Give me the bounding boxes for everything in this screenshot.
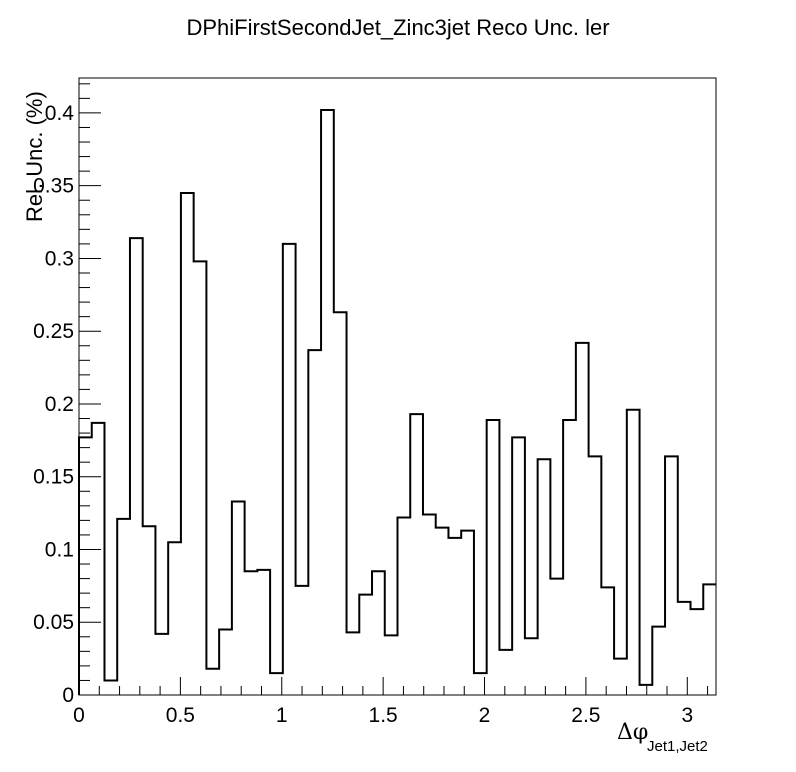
x-axis: 0 0.5 1 1.5 2 2.5 3	[73, 677, 709, 727]
y-tick-label: 0.25	[33, 320, 74, 343]
histogram-step-line	[78, 109, 716, 695]
y-axis: 0 0.05 0.1 0.15 0.2 0.25 0.3 0.35 0.4	[33, 83, 101, 707]
x-tick-label: 2.5	[571, 704, 600, 727]
x-axis-label-subscript: Jet1,Jet2	[647, 738, 708, 755]
y-tick-label: 0.15	[33, 466, 74, 489]
x-tick-label: 2	[479, 704, 491, 727]
x-tick-label: 0.5	[166, 704, 195, 727]
x-tick-label: 1.5	[369, 704, 398, 727]
x-tick-label: 3	[681, 704, 693, 727]
x-axis-label: Δφ	[617, 720, 648, 745]
x-tick-label: 1	[276, 704, 288, 727]
y-tick-label: 0.3	[45, 247, 74, 270]
y-tick-label: 0.2	[45, 393, 74, 416]
y-tick-label: 0.4	[45, 102, 75, 125]
plot-frame	[78, 77, 717, 696]
y-axis-label: Rel. Unc. (%)	[22, 91, 47, 222]
y-tick-label: 0.05	[33, 611, 74, 634]
y-tick-label: 0.1	[45, 538, 74, 561]
y-tick-label: 0	[62, 684, 74, 707]
x-tick-label: 0	[73, 704, 85, 727]
chart-title: DPhiFirstSecondJet_Zinc3jet Reco Unc. le…	[186, 15, 609, 40]
y-tick-label: 0.35	[33, 175, 74, 198]
